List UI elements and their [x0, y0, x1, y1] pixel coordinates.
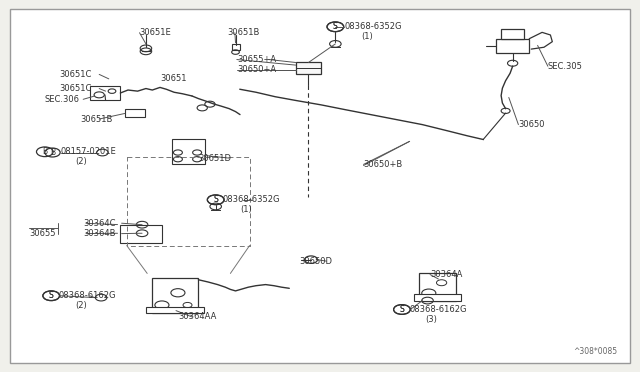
Bar [232, 44, 240, 50]
Bar [125, 109, 145, 117]
Text: 30364A: 30364A [430, 270, 463, 279]
Text: S: S [333, 22, 338, 31]
Text: S: S [399, 305, 404, 314]
Bar [419, 273, 456, 301]
Text: ^308*0085: ^308*0085 [573, 347, 618, 356]
Text: S: S [333, 22, 338, 31]
Text: (3): (3) [426, 315, 438, 324]
Text: B: B [50, 148, 55, 157]
Text: SEC.305: SEC.305 [548, 62, 582, 71]
Text: 30651D: 30651D [198, 154, 232, 163]
Text: 30650D: 30650D [300, 257, 333, 266]
Text: B: B [42, 147, 47, 156]
Text: 30651C: 30651C [60, 70, 92, 79]
Bar [146, 307, 204, 313]
Text: 30650+A: 30650+A [237, 65, 276, 74]
Bar [152, 278, 198, 313]
Bar [120, 225, 162, 243]
Text: 08368-6162G: 08368-6162G [59, 291, 116, 300]
Text: S: S [49, 291, 54, 300]
Bar [501, 29, 524, 39]
Text: 08368-6162G: 08368-6162G [410, 305, 467, 314]
Text: S: S [213, 195, 218, 204]
Text: S: S [399, 305, 404, 314]
Bar [172, 139, 205, 164]
Bar [496, 39, 529, 53]
Text: 30655: 30655 [29, 229, 55, 238]
Text: 30364C: 30364C [83, 219, 116, 228]
Text: S: S [49, 291, 54, 300]
Text: (2): (2) [76, 301, 87, 310]
Bar [414, 294, 461, 301]
Text: (1): (1) [240, 205, 252, 214]
Bar [90, 86, 120, 100]
Text: 08157-0201E: 08157-0201E [61, 147, 116, 156]
Text: S: S [213, 195, 218, 204]
Text: (1): (1) [362, 32, 373, 41]
Text: 30655+A: 30655+A [237, 55, 276, 64]
Text: 08368-6352G: 08368-6352G [344, 22, 402, 31]
Text: 30651B: 30651B [227, 28, 260, 37]
Text: 30651C: 30651C [60, 84, 92, 93]
Bar [296, 62, 321, 74]
Text: (2): (2) [76, 157, 87, 166]
Text: SEC.306: SEC.306 [45, 95, 80, 104]
Text: 30651E: 30651E [140, 28, 172, 37]
Text: 30364AA: 30364AA [178, 312, 216, 321]
Text: 30651B: 30651B [80, 115, 113, 124]
FancyBboxPatch shape [10, 9, 630, 363]
Text: 30650+B: 30650+B [364, 160, 403, 169]
Text: 30650: 30650 [518, 120, 545, 129]
Text: 30364B: 30364B [83, 229, 116, 238]
Text: 08368-6352G: 08368-6352G [223, 195, 280, 203]
Text: 30651: 30651 [160, 74, 186, 83]
